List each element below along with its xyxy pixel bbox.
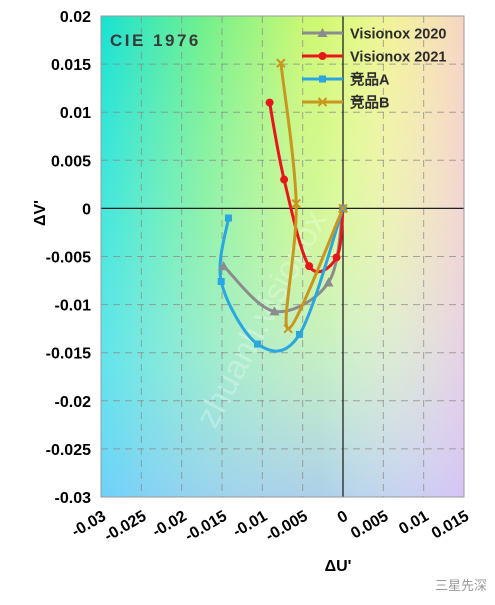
data-point-2-2 [253, 340, 261, 348]
corner-mark: 三星先深 [434, 579, 487, 594]
x-tick-label-3: -0.015 [182, 508, 230, 545]
data-point-2-3 [295, 330, 303, 338]
data-point-3-3 [338, 203, 348, 214]
plot-label: CIE 1976 [110, 31, 201, 50]
y-tick-label-9: -0.025 [46, 442, 91, 459]
y-tick-label-5: -0.005 [46, 250, 91, 267]
y-tick-label-2: 0.01 [60, 105, 91, 122]
data-point-1-3 [332, 253, 341, 262]
legend-label-1: Visionox 2021 [350, 50, 446, 66]
x-tick-label-9: 0.015 [429, 508, 472, 543]
data-point-0-1 [269, 306, 280, 316]
legend-swatch-marker-3 [317, 97, 328, 107]
x-tick-label-1: -0.025 [102, 508, 150, 545]
y-tick-label-8: -0.02 [55, 394, 92, 411]
data-point-2-1 [217, 278, 225, 286]
x-tick-label-0: -0.03 [69, 508, 109, 541]
legend-label-0: Visionox 2020 [350, 27, 446, 43]
legend: Visionox 2020 Visionox 2021 竞品A 竞品B [302, 27, 446, 112]
x-tick-label-7: 0.005 [348, 508, 391, 543]
data-point-1-0 [265, 98, 274, 107]
x-axis-label: ΔU' [325, 558, 352, 575]
legend-label-3: 竞品B [350, 94, 389, 112]
data-point-0-0 [218, 261, 229, 271]
y-tick-label-1: 0.015 [51, 57, 91, 74]
legend-swatch-marker-0 [317, 28, 328, 37]
data-point-2-0 [224, 214, 232, 222]
x-tick-label-4: -0.01 [230, 508, 270, 541]
y-tick-label-0: 0.02 [60, 9, 91, 26]
y-tick-label-7: -0.015 [46, 346, 91, 363]
x-tick-label-2: -0.02 [150, 508, 190, 541]
y-tick-label-3: 0.005 [51, 153, 91, 170]
x-tick-label-5: -0.005 [263, 508, 311, 545]
legend-swatch-marker-1 [318, 52, 327, 60]
data-point-0-2 [323, 277, 334, 287]
plot-frame [100, 15, 465, 498]
legend-label-2: 竞品A [350, 71, 390, 89]
data-point-3-2 [283, 323, 293, 334]
y-tick-label-6: -0.01 [55, 298, 92, 315]
axes [101, 16, 464, 497]
x-tick-label-8: 0.01 [396, 508, 432, 538]
y-axis-label: ΔV' [32, 200, 49, 226]
y-tick-label-4: 0 [82, 201, 91, 218]
series-line-3 [279, 61, 345, 331]
y-tick-label-10: -0.03 [55, 490, 92, 507]
data-markers [217, 58, 348, 348]
data-point-3-0 [276, 58, 286, 68]
data-point-1-2 [305, 262, 314, 271]
legend-swatch-marker-2 [319, 75, 326, 83]
data-point-3-1 [291, 198, 301, 209]
x-tick-label-6: 0 [335, 508, 351, 527]
data-point-1-1 [280, 175, 289, 184]
